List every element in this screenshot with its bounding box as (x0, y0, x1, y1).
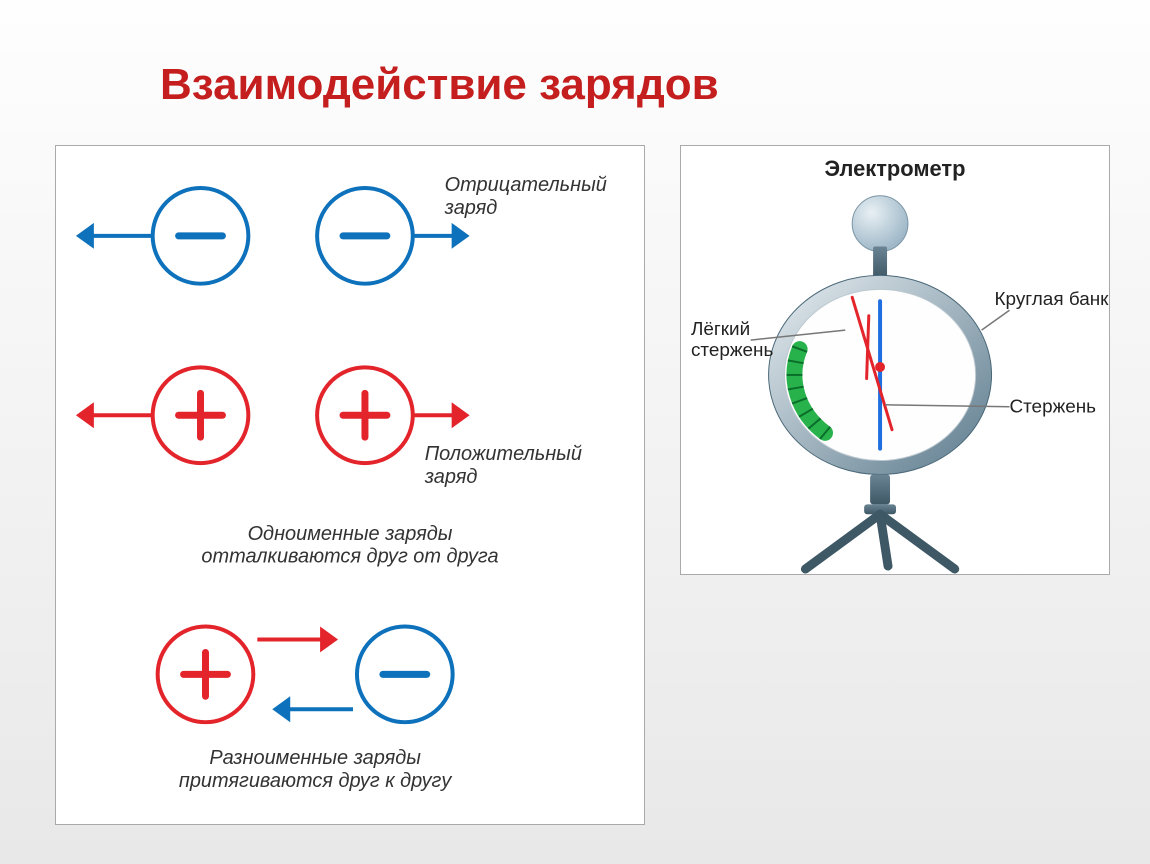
positive-charge-label: Положительныйзаряд (424, 443, 582, 488)
round-jar-label: Круглая банка (995, 289, 1109, 310)
charges-diagram-svg: Отрицательныйзаряд Положительныйзаряд Одно… (56, 146, 644, 824)
light-rod-label: Лёгкийстержень (691, 319, 774, 361)
rod-label: Стержень (1009, 397, 1096, 418)
charges-diagram-panel: Отрицательныйзаряд Положительныйзаряд Одно… (55, 145, 645, 825)
electrometer-title: Электрометр (824, 156, 965, 181)
page-title: Взаимодействие зарядов (160, 60, 719, 110)
same-charges-caption: Одноименные зарядыотталкиваются друг от … (201, 523, 498, 568)
negative-charge-label: Отрицательныйзаряд (444, 174, 607, 219)
diff-charges-caption: Разноименные зарядыпритягиваются друг к … (179, 747, 452, 792)
electrometer-svg: Электрометр Круглая банка Стержень Лёгкийст… (681, 146, 1109, 574)
electrometer-panel: Электрометр Круглая банка Стержень Лёгкийст… (680, 145, 1110, 575)
